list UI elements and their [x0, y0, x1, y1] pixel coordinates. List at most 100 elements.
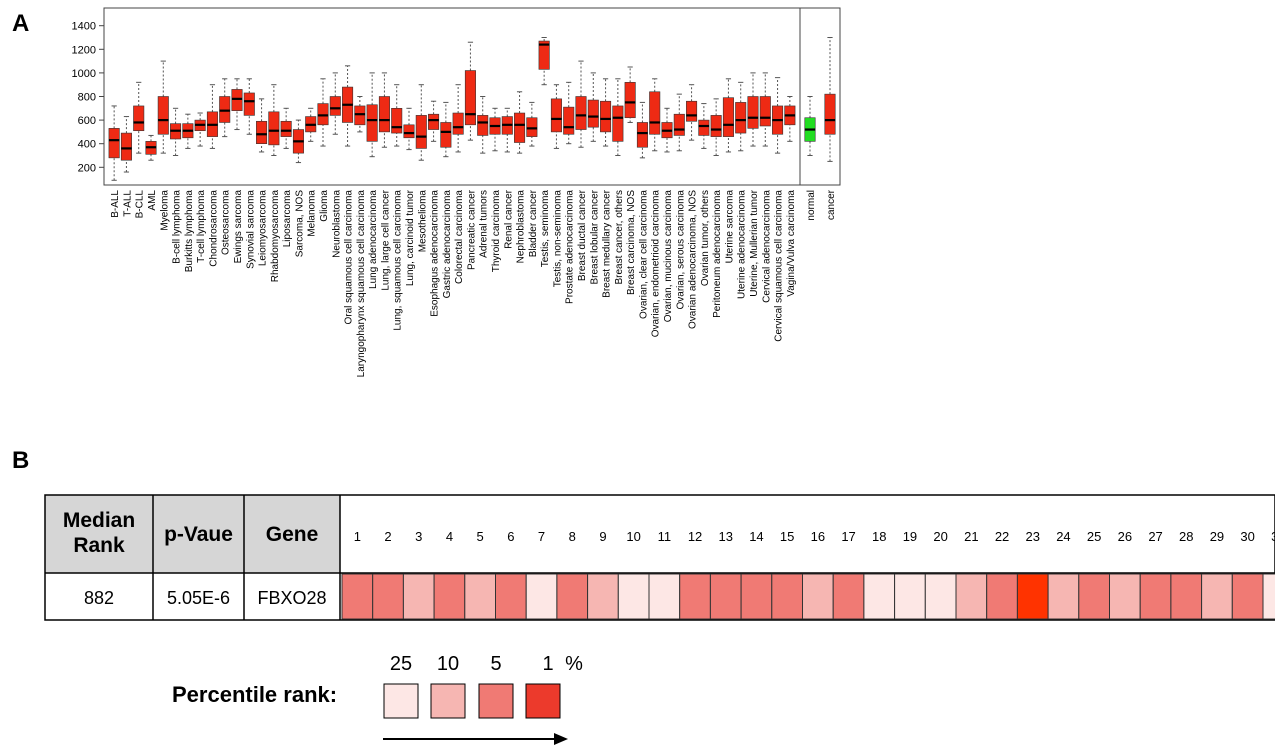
iqr-box: [133, 105, 145, 132]
x-tick-label: Breast medullary cancer: [602, 189, 613, 297]
x-tick-label: Testis, non-seminoma: [552, 190, 563, 288]
legend-unit: %: [565, 653, 583, 675]
x-tick-label: Ovarian, mucinous carcinoma: [663, 190, 674, 323]
box-35: [538, 37, 550, 86]
x-tick-label: Uterine adenocarcinoma: [737, 190, 748, 299]
iqr-box: [735, 102, 747, 134]
rank-cell: [1047, 573, 1080, 620]
legend-title: Percentile rank:: [172, 682, 337, 707]
x-tick-label: Oral squamous cell carcinoma: [344, 190, 355, 325]
iqr-box: [428, 113, 440, 130]
box-27: [440, 101, 452, 158]
rank-cell: [525, 573, 558, 620]
rank-cell: [495, 573, 527, 620]
iqr-box: [108, 128, 120, 159]
legend-swatch: [430, 683, 466, 719]
box-1: [120, 116, 132, 173]
box-36: [550, 84, 562, 149]
iqr-box: [686, 100, 698, 122]
box-48: [698, 103, 710, 149]
x-tick-label: Uterine sarcoma: [724, 190, 735, 264]
box-15: [292, 119, 304, 164]
x-tick-label: Myeloma: [159, 190, 170, 231]
x-tick-label: Mesothelioma: [417, 190, 428, 253]
iqr-box: [624, 82, 636, 119]
rank-cell: [341, 573, 374, 620]
legend-swatch: [525, 683, 561, 719]
box-0: [108, 105, 120, 181]
box-series: [108, 37, 836, 181]
box-20: [354, 96, 366, 133]
dataset-number: 13: [719, 529, 733, 544]
rank-cell: [1201, 573, 1233, 620]
iqr-box: [698, 119, 710, 136]
box-26: [428, 100, 440, 142]
legend-arrow-head: [554, 733, 568, 745]
x-tick-label: normal: [806, 190, 817, 221]
box-40: [600, 78, 612, 147]
x-tick-label: Thyroid carcinoma: [491, 190, 502, 273]
iqr-box: [120, 132, 132, 161]
iqr-box: [575, 96, 587, 130]
iqr-box: [600, 100, 612, 133]
box-6: [182, 113, 194, 149]
y-tick-label: 800: [78, 92, 96, 104]
dataset-number: 11: [658, 529, 672, 544]
header-median-rank-line2: Rank: [73, 534, 125, 557]
box-19: [342, 65, 354, 147]
x-tick-label: Breast carcinoma, NOS: [626, 190, 637, 295]
box-9: [219, 78, 231, 138]
x-tick-label: Lung, squamous cell carcinoma: [393, 190, 404, 331]
x-tick-label: Neuroblastoma: [331, 190, 342, 258]
box-cancer: [824, 37, 836, 162]
box-25: [415, 84, 427, 161]
x-tick-label: AML: [147, 190, 158, 211]
x-tick-label: Lung, carcinoid tumor: [405, 189, 416, 286]
box-12: [256, 98, 268, 153]
x-tick-label: Melanoma: [307, 190, 318, 237]
box-46: [673, 93, 685, 152]
dataset-number: 30: [1240, 529, 1254, 544]
dataset-number: 5: [477, 529, 484, 544]
box-49: [710, 98, 722, 156]
dataset-number: 24: [1056, 529, 1070, 544]
box-10: [231, 78, 243, 131]
x-tick-label: Esophagus adenocarcinoma: [430, 190, 441, 317]
x-tick-label: Testis, seminoma: [540, 190, 551, 268]
x-tick-label: Adrenal tumors: [479, 190, 490, 258]
iqr-box: [710, 115, 722, 137]
rank-cell: [648, 573, 681, 620]
x-tick-label: B-ALL: [110, 190, 121, 218]
iqr-box: [673, 113, 685, 136]
dataset-number: 4: [446, 529, 453, 544]
dataset-number: 10: [626, 529, 640, 544]
x-tick-label: cancer: [826, 189, 837, 220]
x-tick-label: Burkitts lymphoma: [184, 190, 195, 273]
rank-cell: [402, 573, 435, 620]
box-33: [514, 91, 526, 154]
dataset-number: 21: [964, 529, 978, 544]
dataset-number: 26: [1118, 529, 1132, 544]
x-tick-label: Peritoneum adenocarcinoma: [712, 190, 723, 318]
rank-cell: [679, 573, 711, 620]
legend-label: 5: [490, 653, 501, 675]
dataset-number: 7: [538, 529, 545, 544]
header-fill: [45, 495, 340, 573]
box-21: [366, 72, 378, 158]
rank-cell: [433, 573, 466, 620]
rank-cell: [740, 573, 773, 620]
median-rank-value: 882: [84, 588, 114, 608]
x-tick-label: Leiomyosarcoma: [258, 190, 269, 267]
box-23: [391, 84, 403, 147]
iqr-box: [636, 122, 648, 148]
dataset-number: 19: [903, 529, 917, 544]
x-tick-label: Lung, large cell cancer: [380, 189, 391, 290]
p-value-value: 5.05E-6: [167, 588, 230, 608]
rank-cell: [924, 573, 957, 620]
box-42: [624, 66, 636, 123]
box-41: [612, 78, 624, 156]
header-gene: Gene: [266, 523, 319, 546]
iqr-box: [366, 104, 378, 142]
box-51: [735, 81, 747, 152]
